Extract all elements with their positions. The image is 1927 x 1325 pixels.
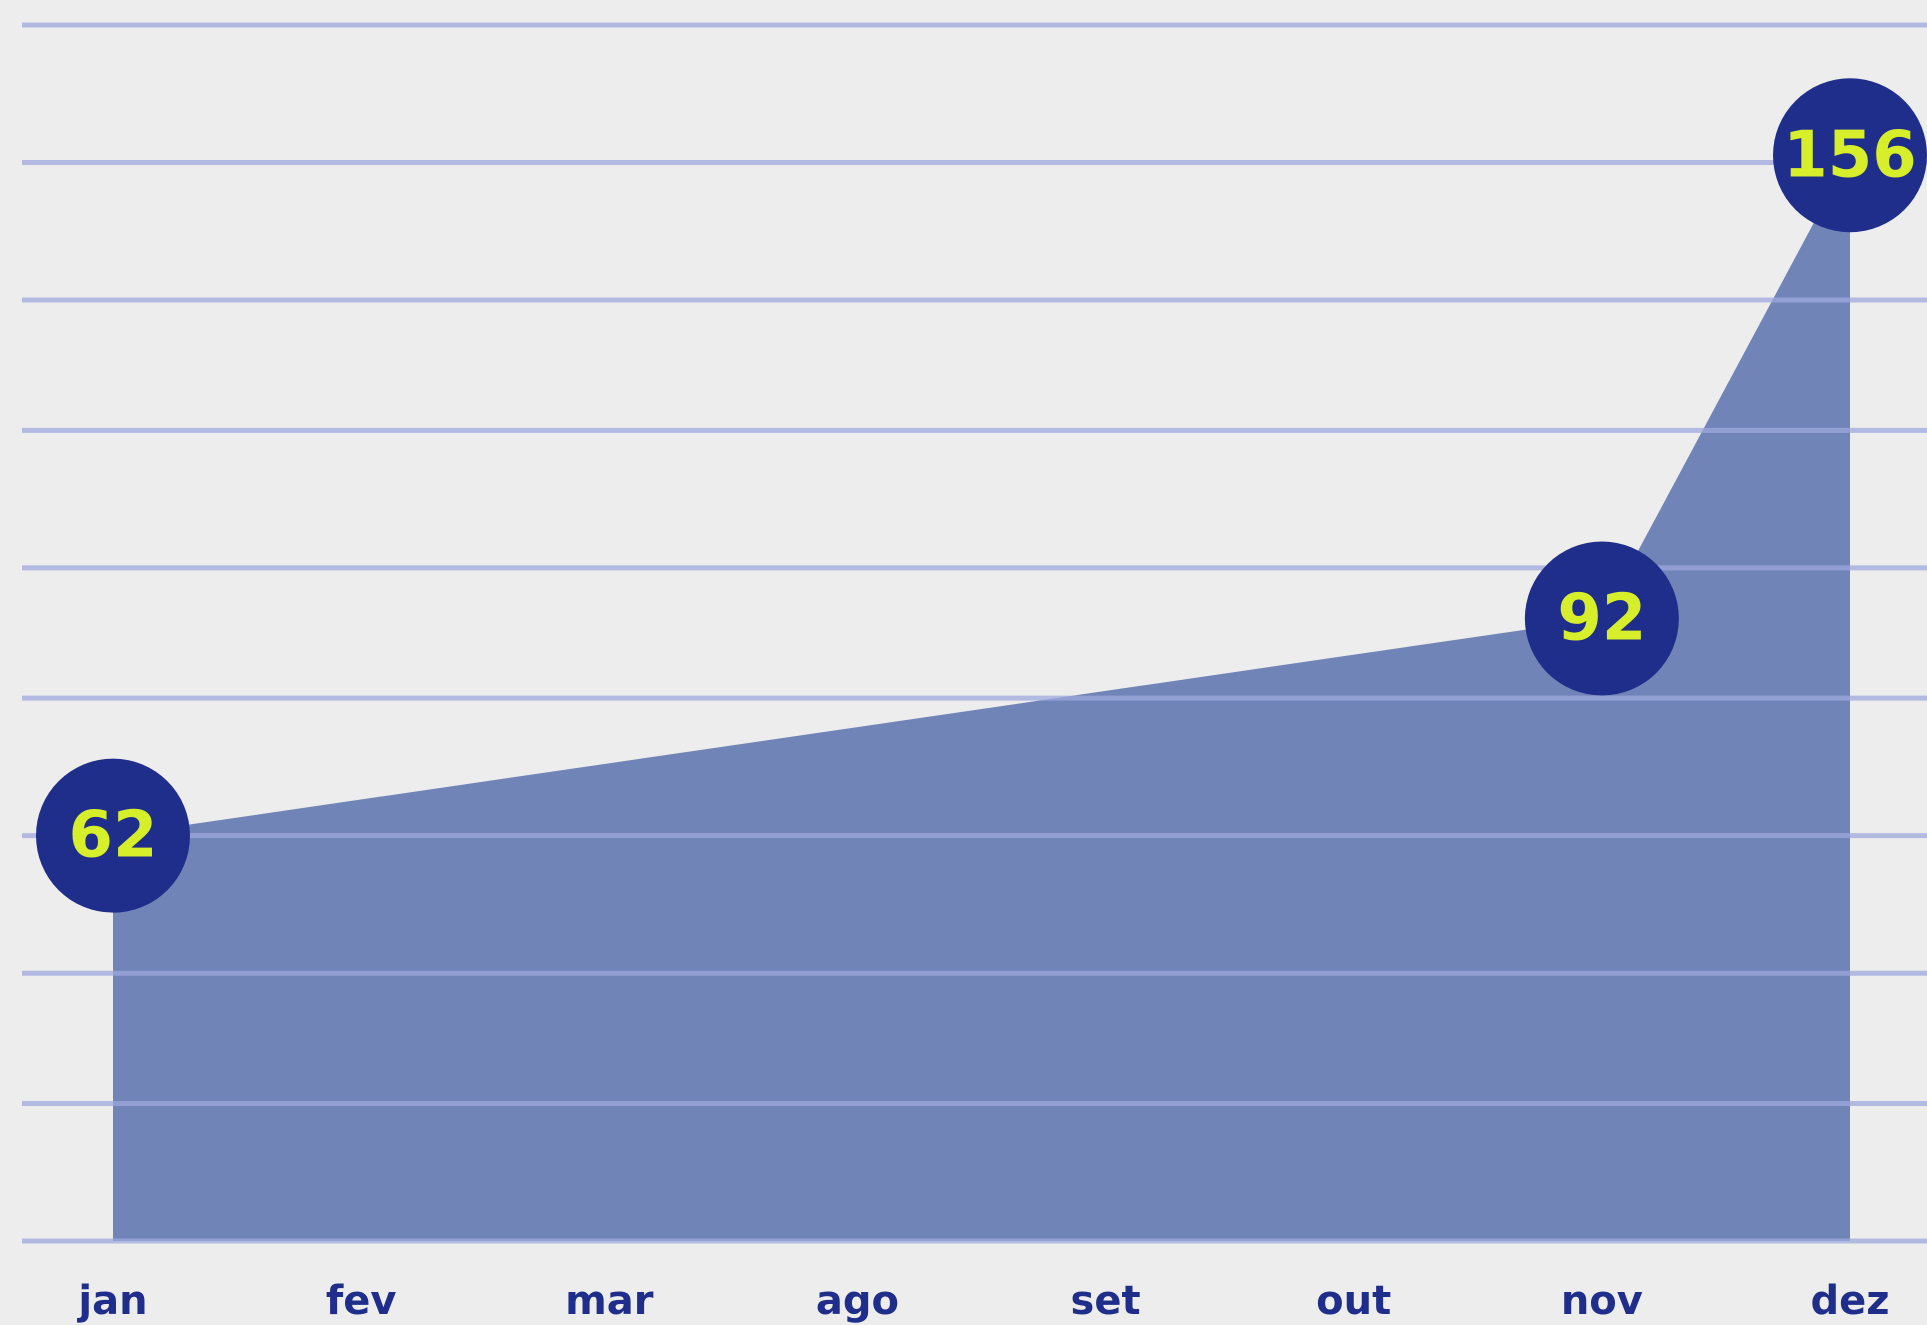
point-label: 92 xyxy=(1557,582,1646,656)
x-tick-label: out xyxy=(1316,1278,1391,1324)
point-label: 62 xyxy=(68,799,157,873)
x-tick-label: ago xyxy=(816,1278,899,1324)
x-tick-label: set xyxy=(1071,1278,1141,1324)
point-marker xyxy=(36,758,190,913)
x-tick-label: nov xyxy=(1561,1278,1643,1324)
x-tick-label: fev xyxy=(326,1278,397,1324)
x-tick-label: dez xyxy=(1810,1278,1889,1324)
point-marker xyxy=(1773,78,1927,233)
area xyxy=(113,155,1850,1241)
point-label: 156 xyxy=(1783,118,1917,192)
x-tick-label: jan xyxy=(76,1278,147,1324)
x-tick-label: mar xyxy=(565,1278,654,1324)
point-marker xyxy=(1524,541,1679,696)
